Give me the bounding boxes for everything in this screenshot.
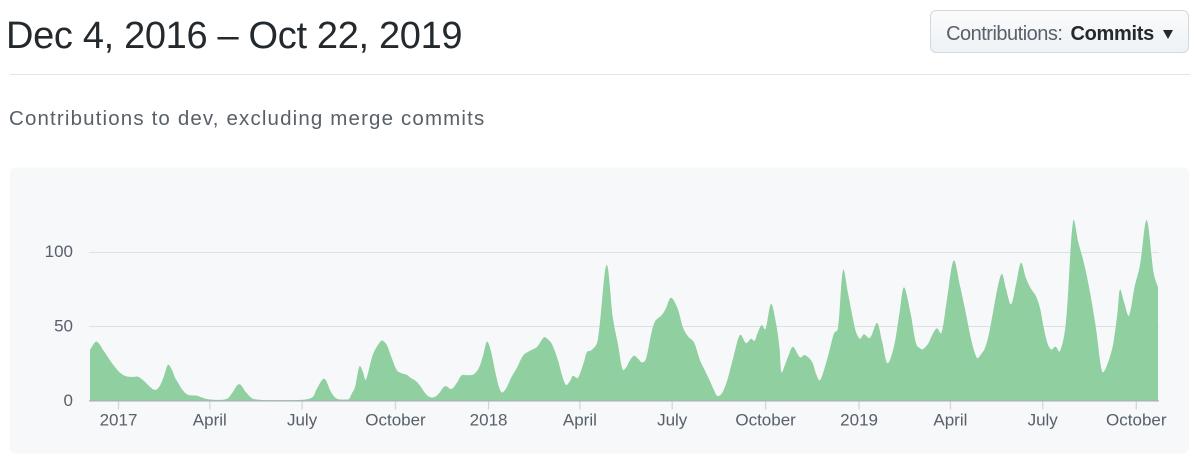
- svg-text:October: October: [735, 411, 796, 430]
- svg-text:April: April: [933, 411, 967, 430]
- svg-text:2019: 2019: [840, 411, 878, 430]
- svg-text:April: April: [193, 411, 227, 430]
- svg-text:2018: 2018: [470, 411, 508, 430]
- svg-text:2017: 2017: [100, 411, 138, 430]
- svg-text:100: 100: [45, 242, 73, 261]
- svg-text:October: October: [365, 411, 426, 430]
- svg-text:0: 0: [64, 391, 73, 410]
- svg-text:October: October: [1106, 411, 1167, 430]
- svg-text:July: July: [657, 411, 688, 430]
- svg-text:July: July: [287, 411, 318, 430]
- svg-text:July: July: [1028, 411, 1059, 430]
- svg-text:April: April: [563, 411, 597, 430]
- svg-text:50: 50: [54, 317, 73, 336]
